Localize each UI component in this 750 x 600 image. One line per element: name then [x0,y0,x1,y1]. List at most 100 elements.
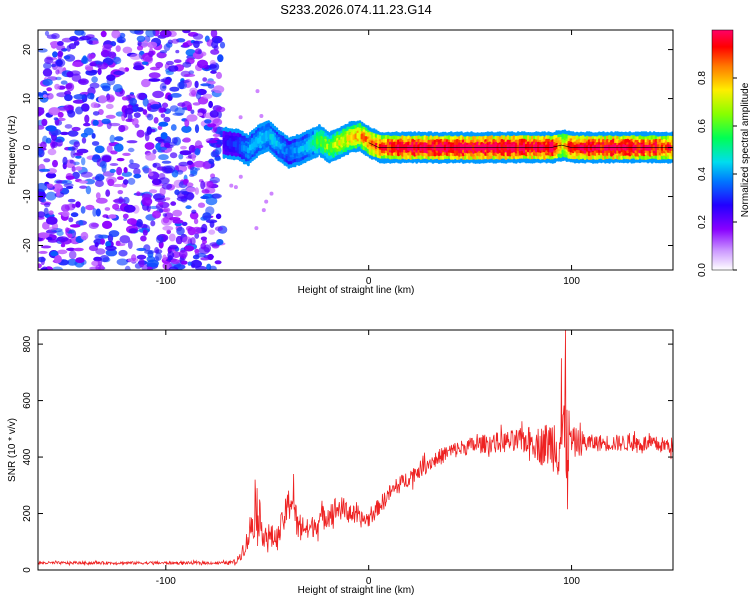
noise-speckle [111,30,121,39]
colorbar-gradient [711,29,734,271]
y-tick-label: 10 [22,93,33,105]
noise-speckle [162,213,168,217]
noise-speckle [255,89,260,94]
noise-speckle [73,161,80,166]
noise-speckle [197,59,208,69]
noise-speckle [160,132,168,140]
noise-speckle [174,189,180,196]
noise-speckle [205,219,218,224]
noise-speckle [44,56,54,64]
noise-speckle [129,30,141,34]
noise-speckle [45,125,57,132]
noise-speckle [269,191,274,196]
noise-speckle [157,201,164,206]
noise-speckle [85,185,92,195]
colorbar-label: Normalized spectral amplitude [740,82,750,217]
noise-speckle [206,180,214,188]
ridge-cell [464,144,467,150]
noise-speckle [101,118,111,125]
ridge-trace [368,142,673,148]
noise-speckle [161,183,173,190]
noise-speckle [152,210,161,219]
noise-speckle [141,61,149,65]
noise-speckle [173,59,182,63]
noise-speckle [210,151,219,158]
noise-speckle [181,125,192,133]
noise-speckle [95,208,101,217]
noise-speckle [38,263,42,269]
noise-speckle [71,145,79,151]
noise-speckle [50,250,59,257]
noise-speckle [180,80,190,83]
noise-speckle [57,50,64,58]
ridge-cell [577,144,581,151]
noise-speckle [123,167,128,174]
noise-speckle [106,74,116,81]
snr-xlabel: Height of straight line (km) [298,585,415,596]
ridge-cell [393,145,396,152]
noise-speckle [190,166,198,175]
noise-speckle [193,40,200,49]
noise-speckle [167,39,173,45]
noise-speckle [210,49,220,55]
noise-speckle [119,235,131,244]
noise-speckle [105,114,116,119]
noise-speckle [170,201,177,206]
noise-speckle [142,97,149,107]
noise-speckle [159,187,166,196]
noise-speckle [105,94,115,103]
noise-speckle [66,71,74,78]
noise-speckle [59,131,69,136]
ridge-cell [273,138,277,144]
ridge-cell [287,148,291,155]
noise-speckle [95,248,106,255]
noise-speckle [51,141,58,149]
noise-speckle [261,208,266,213]
noise-speckle [71,126,81,132]
colorbar: 0.0 0.2 0.4 0.6 0.8 Normalized spectral ampl… [697,29,750,277]
noise-speckle [162,225,174,231]
noise-speckle [172,209,183,217]
noise-speckle [126,140,138,144]
noise-speckle [170,93,182,98]
noise-speckle [113,70,125,76]
noise-speckle [142,109,148,115]
noise-speckle [194,124,200,134]
x-tick-label: -100 [156,576,176,587]
noise-speckle [61,211,70,217]
noise-speckle [69,35,79,42]
noise-speckle [100,238,105,245]
noise-speckle [194,232,200,239]
noise-speckle [264,199,269,204]
noise-speckle [57,111,64,118]
noise-speckle [142,229,148,236]
noise-speckle [92,208,97,217]
noise-speckle [186,160,193,166]
noise-speckle [38,147,44,156]
noise-speckle [95,61,104,65]
noise-speckle [214,156,222,162]
noise-speckle [94,242,99,248]
noise-speckle [110,150,118,155]
noise-speckle [190,259,202,268]
noise-speckle [83,122,91,127]
noise-speckle [72,61,83,68]
x-tick-label: 100 [563,576,580,587]
noise-speckle [128,228,138,234]
colorbar-tick-label: 0.6 [697,119,708,133]
noise-speckle [42,78,53,86]
ridge-cell [555,143,559,149]
noise-speckle [57,117,66,122]
noise-speckle [259,114,264,118]
noise-speckle [121,171,133,177]
noise-speckle [133,112,141,118]
noise-speckle [168,266,179,270]
noise-speckle [155,235,164,244]
noise-speckle [61,204,70,213]
noise-speckle [57,41,64,46]
noise-speckle [204,119,212,124]
y-tick-label: 200 [22,505,33,522]
noise-speckle [127,177,136,185]
noise-speckle [167,251,175,259]
noise-speckle [67,233,73,238]
